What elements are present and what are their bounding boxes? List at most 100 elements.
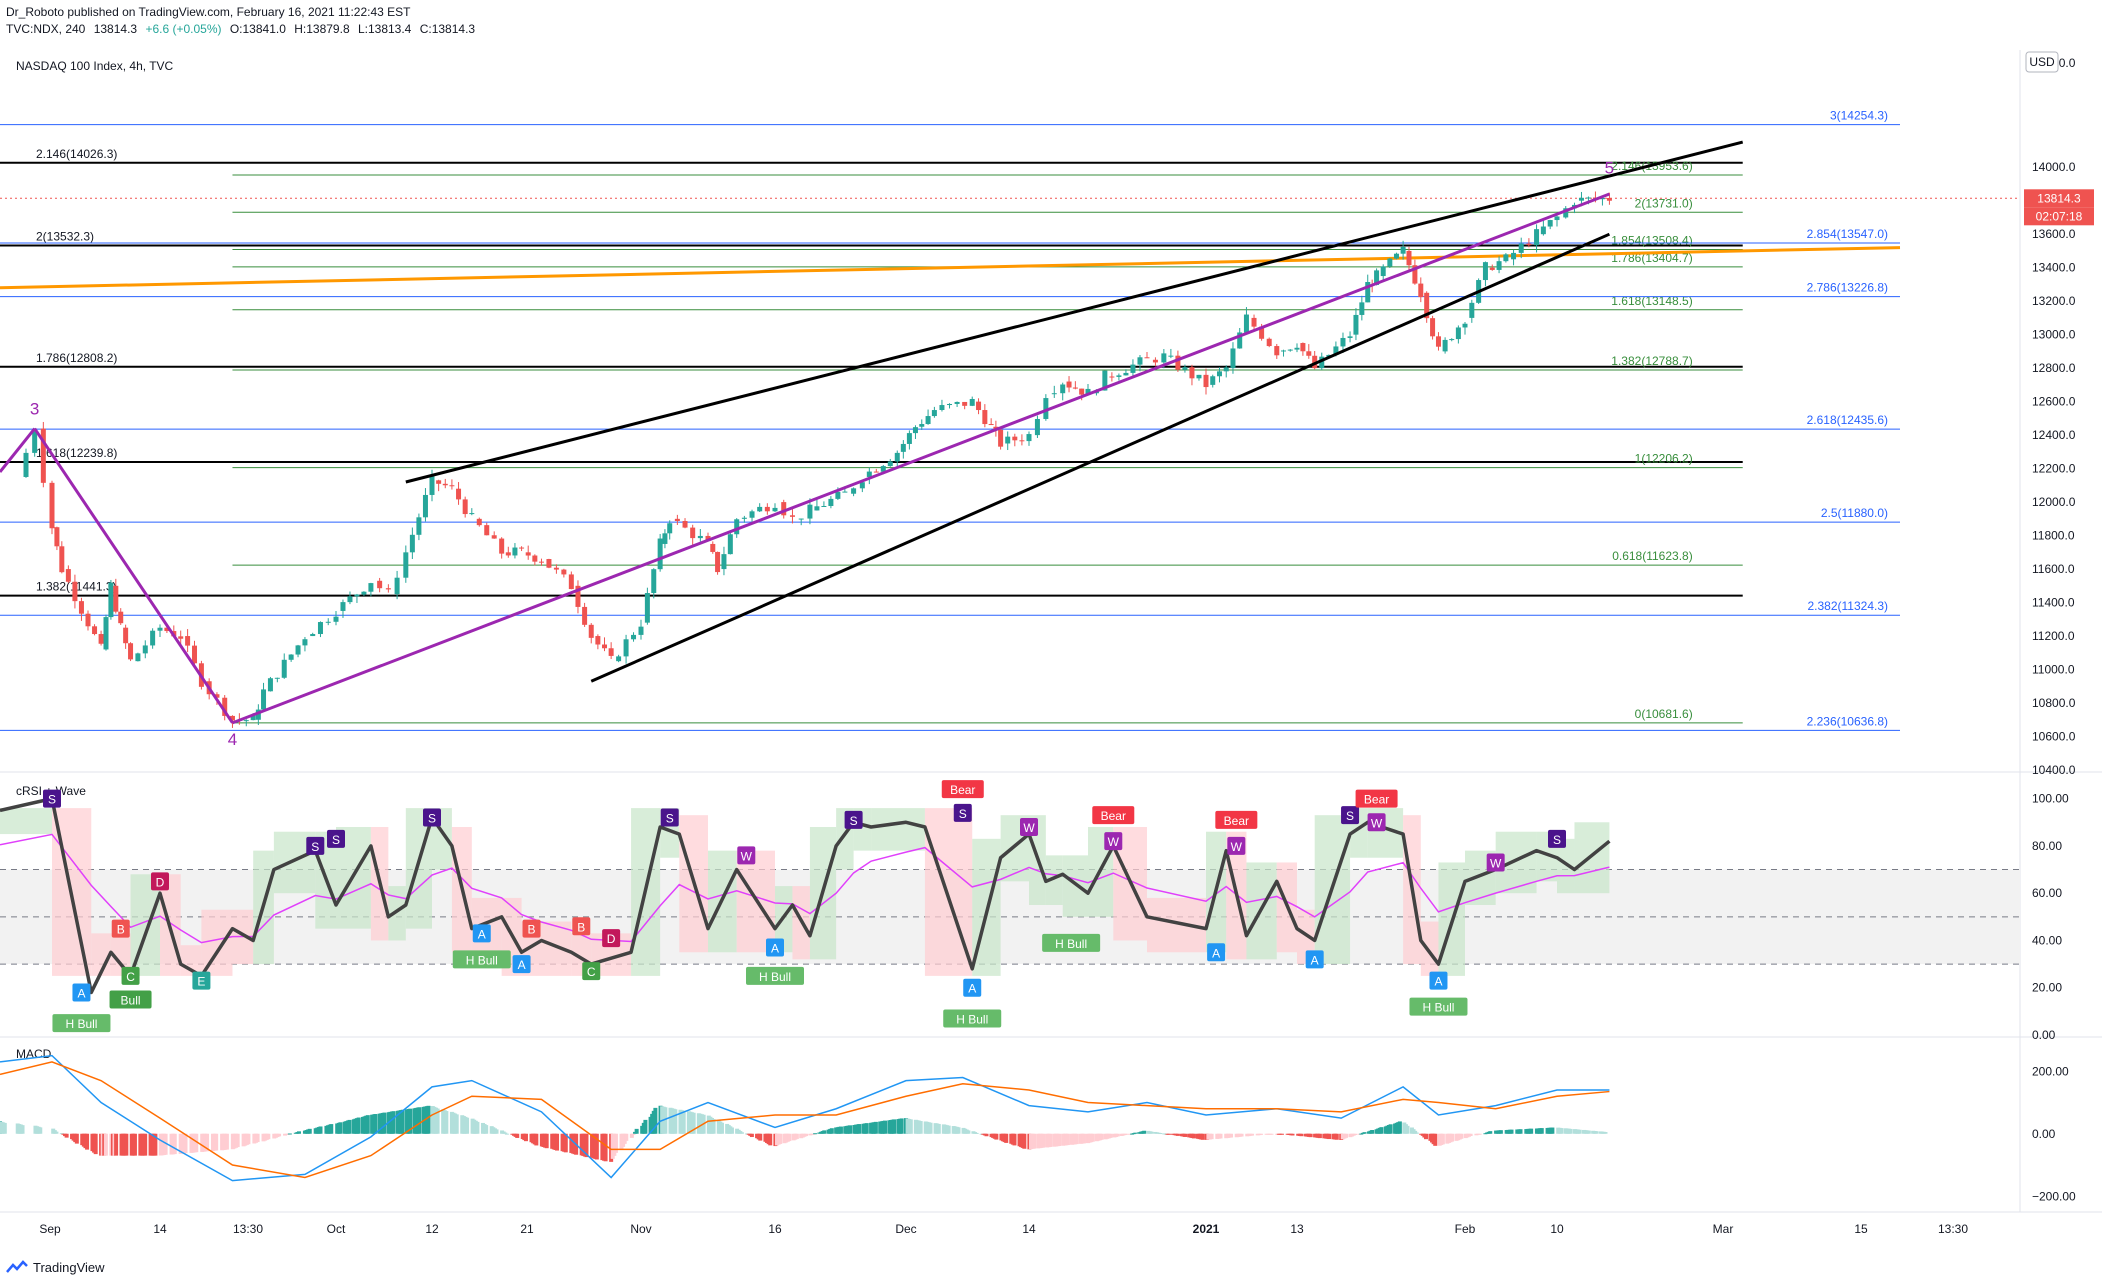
macd-line [0,1054,1610,1182]
candle-body [288,654,294,660]
rsi-tag-e [192,971,211,990]
candle-body [1079,388,1085,395]
candle-body [354,594,360,597]
candle-body [1482,262,1488,281]
macd-bar [338,1122,343,1134]
macd-bar [515,1133,520,1138]
macd-bar [613,1133,618,1153]
time-axis-label: 10 [1550,1222,1564,1236]
macd-bar [1603,1132,1608,1134]
price-tick-label: 12400.0 [2032,428,2076,442]
macd-bar [778,1133,783,1144]
time-axis-label: 12 [425,1222,439,1236]
rsi-cloud-segment [906,808,925,851]
macd-bar [74,1133,79,1144]
rsi-line [0,796,1611,995]
candle-body [302,639,308,646]
candle-body [1518,243,1524,253]
macd-bar [603,1133,608,1162]
candle-body [1449,339,1455,341]
rsi-tag-c [582,962,601,981]
macd-bar [892,1119,897,1134]
fib-level-label: 2.382(11324.3) [1807,599,1888,613]
rsi-tag-a [1207,943,1226,962]
candle-body [1489,267,1495,270]
macd-bar [848,1125,853,1134]
macd-bar [54,1131,59,1134]
candle-body [333,616,339,622]
macd-bar [534,1133,539,1146]
rsi-tag-label: B [528,923,536,937]
rsi-tag-label: S [850,814,858,828]
candle-body [1243,314,1249,333]
candle-body [229,715,235,721]
rsi-tag-label: Bear [950,783,975,797]
rsi-tag-label: Bear [1101,809,1126,823]
macd-bar [1498,1130,1503,1134]
rsi-tag-bull [109,990,152,1009]
candle-body [1152,359,1158,363]
rsi-tag-bear [1092,806,1135,825]
macd-bar [143,1133,148,1156]
candles [23,191,1612,728]
candle-body [866,471,872,477]
candle-body [588,624,594,638]
candle-body [931,410,937,417]
candle-body [1387,258,1393,267]
candle-body [469,513,475,515]
candle-body [491,535,497,539]
last-price: 13814.3 [93,22,138,36]
macd-bar [1423,1133,1428,1140]
time-axis-label: 14 [153,1222,167,1236]
rsi-tag-label: E [197,975,205,989]
countdown-badge [2024,207,2094,226]
candle-body [982,410,988,425]
candle-body [1578,197,1584,201]
macd-bar [1379,1127,1384,1134]
tradingview-footer[interactable]: TradingView [6,1257,105,1277]
rsi-tag-w [1367,813,1386,832]
macd-bar [1108,1133,1113,1138]
macd-bar [1133,1132,1138,1134]
macd-bar [183,1133,188,1154]
macd-bar [1239,1133,1244,1137]
time-axis-label: 13:30 [233,1222,263,1236]
candle-body [1123,372,1129,376]
orange-trendline [0,246,1901,290]
macd-bar [946,1125,951,1134]
candle-body [1534,229,1540,246]
rsi-cloud-segment [1574,822,1610,894]
fib-level-label: 0.618(11623.8) [1612,549,1693,563]
candle-body [449,485,455,487]
macd-bar [1299,1133,1304,1137]
rsi-tag-hbull [746,966,804,985]
macd-bar [1488,1131,1493,1134]
candle-body [1496,261,1502,270]
rsi-tag-label: B [577,920,585,934]
macd-bar [1074,1133,1079,1145]
candle-body [1340,337,1346,347]
candle-body [92,626,98,635]
rsi-cloud-segment [388,886,406,941]
time-axis-label: 13:30 [1938,1222,1968,1236]
candle-body [1462,323,1468,328]
macd-bar [1559,1128,1564,1134]
candle-body [98,634,104,644]
candle-body [1144,357,1150,359]
rsi-tag-label: A [77,986,85,1000]
candle-body [741,517,747,519]
rsi-tag-label: C [587,965,596,979]
rsi-tag-a [1429,971,1448,990]
rsi-tag-label: S [332,833,340,847]
rsi-tag-label: S [959,807,967,821]
macd-bar [1004,1133,1009,1143]
symbol-name[interactable]: TVC:NDX, 240 [6,22,86,36]
candle-body [1393,253,1399,259]
rsi-tag-label: A [1434,975,1442,989]
rsi-tag-label: A [771,942,779,956]
candle-body [310,634,316,637]
fib-level-label: 1.618(12239.8) [36,446,117,460]
candle-body [998,429,1004,447]
wave-label: 5 [1605,158,1614,177]
